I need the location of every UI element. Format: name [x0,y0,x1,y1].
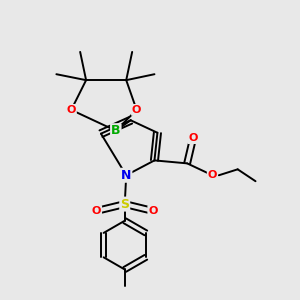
Text: N: N [121,169,131,182]
Text: S: S [120,198,129,211]
Text: O: O [148,206,158,216]
Text: O: O [188,133,198,143]
Text: O: O [132,105,141,115]
Text: B: B [111,124,121,137]
Text: O: O [67,105,76,115]
Text: O: O [92,206,101,216]
Text: O: O [208,170,217,180]
